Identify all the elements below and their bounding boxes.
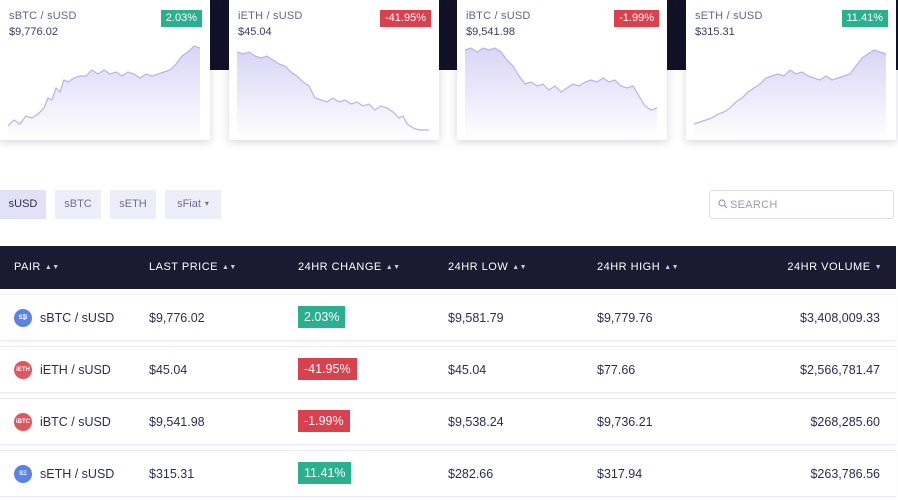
tab-label: sETH	[119, 198, 147, 210]
ieth-coin-icon: iETH	[14, 361, 32, 379]
search-icon	[718, 199, 728, 209]
card-price: $315.31	[695, 26, 735, 38]
last-price-cell: $315.31	[149, 467, 195, 481]
sparkline-chart	[693, 49, 887, 140]
column-header-24hr-high[interactable]: 24HR HIGH ▲▼	[597, 246, 679, 289]
sparkline-area	[237, 52, 429, 140]
table-row[interactable]: SΞ sETH / sUSD $315.31 11.41% $282.66 $3…	[0, 450, 896, 497]
header-label: 24HR LOW	[448, 261, 509, 273]
tab-label: sBTC	[64, 198, 92, 210]
ibtc-coin-icon: iBTC	[14, 413, 32, 431]
card-price: $9,541.98	[466, 26, 515, 38]
tab-seth[interactable]: sETH	[110, 190, 156, 219]
tab-sbtc[interactable]: sBTC	[55, 190, 101, 219]
low-cell: $9,581.79	[448, 311, 504, 325]
card-price: $9,776.02	[9, 26, 58, 38]
volume-cell: $263,786.56	[810, 467, 880, 481]
seth-coin-icon: SΞ	[14, 465, 32, 483]
table-row[interactable]: S₿ sBTC / sUSD $9,776.02 2.03% $9,581.79…	[0, 294, 896, 341]
market-card-seth[interactable]: sETH / sUSD $315.31 11.41%	[686, 0, 896, 140]
card-pair: iBTC / sUSD	[466, 10, 531, 22]
last-price-cell: $45.04	[149, 363, 188, 377]
high-cell: $9,779.76	[597, 311, 653, 325]
card-price: $45.04	[238, 26, 272, 38]
sparkline-area	[465, 48, 657, 140]
column-header-24hr-change[interactable]: 24HR CHANGE ▲▼	[298, 246, 401, 289]
card-change-badge: -41.95%	[380, 10, 431, 27]
pair-cell: iETH / sUSD	[40, 363, 111, 377]
market-card-sbtc[interactable]: sBTC / sUSD $9,776.02 2.03%	[0, 0, 210, 140]
sparkline-chart	[236, 51, 429, 140]
card-pair: sETH / sUSD	[695, 10, 763, 22]
sparkline-area	[694, 50, 886, 140]
pair-cell: iBTC / sUSD	[40, 415, 111, 429]
volume-cell: $2,566,781.47	[800, 363, 880, 377]
sparkline-chart	[464, 47, 658, 140]
volume-cell: $3,408,009.33	[800, 311, 880, 325]
sparkline-line	[7, 45, 201, 127]
header-label: 24HR HIGH	[597, 261, 661, 273]
sort-icon: ▲▼	[385, 264, 401, 271]
high-cell: $9,736.21	[597, 415, 653, 429]
search-box[interactable]	[709, 190, 894, 219]
table-header: PAIR ▲▼ LAST PRICE ▲▼ 24HR CHANGE ▲▼ 24HR L…	[0, 246, 896, 289]
sort-desc-icon: ▼	[874, 264, 882, 271]
sparkline-line	[693, 49, 887, 125]
market-card-ieth[interactable]: iETH / sUSD $45.04 -41.95%	[229, 0, 439, 140]
column-header-24hr-volume[interactable]: 24HR VOLUME ▼	[787, 246, 882, 289]
sort-icon: ▲▼	[44, 264, 60, 271]
chevron-down-icon: ▾	[204, 199, 209, 208]
low-cell: $9,538.24	[448, 415, 504, 429]
column-header-last-price[interactable]: LAST PRICE ▲▼	[149, 246, 237, 289]
change-badge: -41.95%	[298, 358, 357, 380]
search-input[interactable]	[730, 191, 890, 218]
high-cell: $317.94	[597, 467, 643, 481]
header-label: PAIR	[14, 261, 41, 273]
card-change-badge: 2.03%	[160, 10, 202, 27]
card-pair: iETH / sUSD	[238, 10, 303, 22]
header-label: 24HR CHANGE	[298, 261, 382, 273]
sort-icon: ▲▼	[222, 264, 237, 271]
sparkline-line	[236, 51, 429, 131]
tab-label: sFiat	[177, 198, 201, 210]
sort-icon: ▲▼	[664, 264, 680, 271]
sparkline-area	[8, 46, 200, 140]
header-label: LAST PRICE	[149, 261, 218, 273]
column-header-pair[interactable]: PAIR ▲▼	[14, 246, 60, 289]
table-row[interactable]: iBTC iBTC / sUSD $9,541.98 -1.99% $9,538…	[0, 398, 896, 445]
sbtc-coin-icon: S₿	[14, 309, 32, 327]
pair-cell: sBTC / sUSD	[40, 311, 115, 325]
pair-cell: sETH / sUSD	[40, 467, 115, 481]
sort-icon: ▲▼	[512, 264, 528, 271]
low-cell: $282.66	[448, 467, 494, 481]
change-badge: -1.99%	[298, 410, 350, 432]
change-badge: 2.03%	[298, 306, 346, 328]
column-header-24hr-low[interactable]: 24HR LOW ▲▼	[448, 246, 527, 289]
tab-susd[interactable]: sUSD	[0, 190, 46, 219]
sparkline-line	[464, 47, 658, 111]
high-cell: $77.66	[597, 363, 636, 377]
last-price-cell: $9,776.02	[149, 311, 205, 325]
last-price-cell: $9,541.98	[149, 415, 205, 429]
tab-label: sUSD	[8, 198, 38, 210]
sparkline-chart	[7, 45, 201, 140]
table-row[interactable]: iETH iETH / sUSD $45.04 -41.95% $45.04 $…	[0, 346, 896, 393]
card-change-badge: 11.41%	[841, 10, 888, 27]
card-pair: sBTC / sUSD	[9, 10, 77, 22]
change-badge: 11.41%	[298, 462, 352, 484]
header-label: 24HR VOLUME	[787, 261, 871, 273]
card-change-badge: -1.99%	[614, 10, 659, 27]
volume-cell: $268,285.60	[810, 415, 880, 429]
market-card-ibtc[interactable]: iBTC / sUSD $9,541.98 -1.99%	[457, 0, 667, 140]
tab-sfiat-dropdown[interactable]: sFiat ▾	[165, 190, 221, 219]
low-cell: $45.04	[448, 363, 487, 377]
